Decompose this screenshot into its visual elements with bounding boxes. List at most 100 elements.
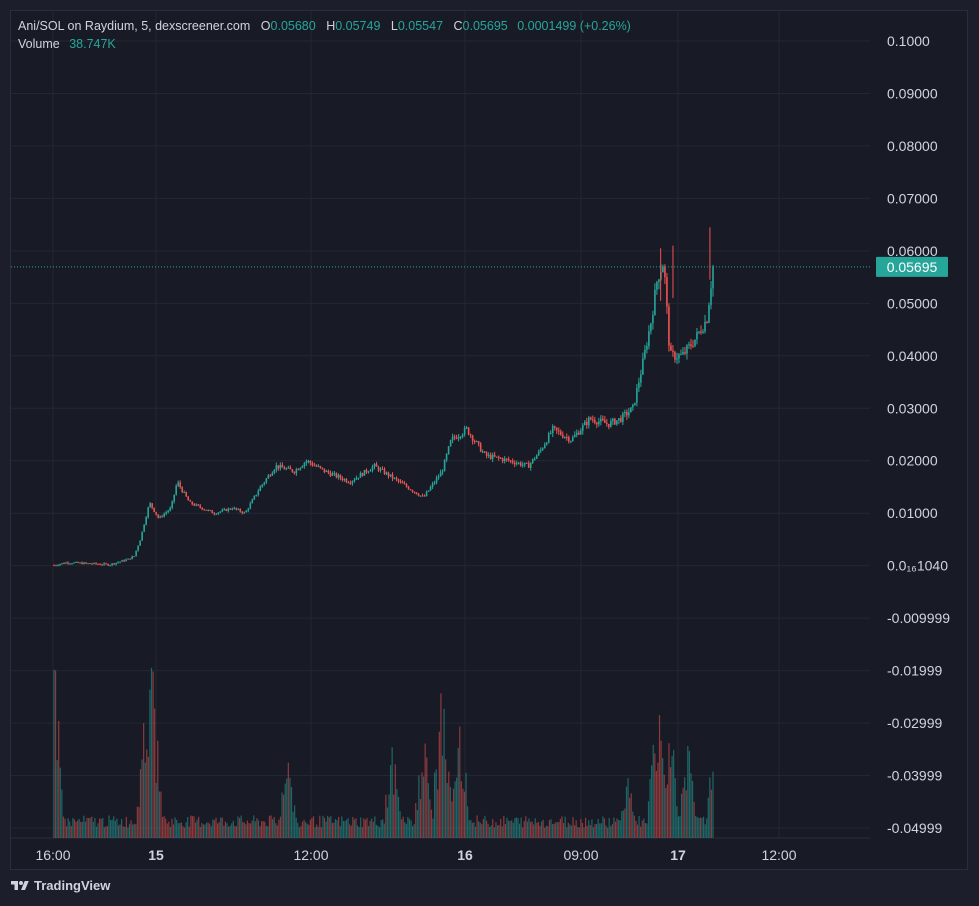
volume-bar: [172, 824, 175, 838]
candle-body: [175, 485, 177, 495]
volume-bar: [273, 816, 275, 838]
volume-bar: [666, 784, 668, 838]
volume-bar: [166, 823, 168, 838]
volume-bar: [581, 822, 584, 838]
volume-bar: [512, 822, 514, 838]
candle-body: [253, 495, 256, 500]
candle-body: [575, 432, 578, 435]
volume-bar: [569, 824, 571, 838]
candle-body: [503, 458, 506, 462]
candle-body: [702, 331, 704, 333]
volume-bar: [229, 825, 231, 838]
candle-body: [507, 459, 510, 461]
volume-bar: [105, 826, 107, 838]
candle-body: [275, 465, 278, 470]
volume-bar: [100, 818, 102, 838]
candle-body: [269, 475, 272, 477]
candle-body: [425, 491, 428, 497]
volume-bar: [407, 816, 409, 838]
price-tick-label: -0.009999: [887, 610, 950, 626]
candle-body: [692, 346, 694, 348]
volume-bar: [610, 826, 612, 838]
volume-bar: [445, 759, 447, 838]
candle-body: [706, 321, 708, 323]
candle-body: [479, 443, 482, 452]
volume-bar: [224, 821, 227, 838]
volume-bar: [185, 822, 187, 838]
time-tick-label: 12:00: [761, 847, 796, 863]
chart-pane[interactable]: [10, 10, 968, 870]
candle-body: [561, 434, 564, 438]
tradingview-attribution[interactable]: TradingView: [10, 878, 110, 893]
candle-body: [333, 473, 336, 475]
candle-body: [513, 462, 516, 465]
volume-bar: [704, 824, 706, 838]
volume-bar: [314, 827, 316, 838]
volume-bar: [345, 819, 348, 838]
candle-body: [305, 461, 308, 464]
candle-body: [121, 560, 123, 562]
last-price-label: 0.05695: [887, 259, 938, 275]
volume-bar: [284, 783, 286, 838]
volume-bar: [360, 817, 362, 838]
candle-body: [519, 462, 522, 466]
volume-bar: [163, 816, 165, 838]
volume-bar: [389, 765, 392, 838]
volume-bar: [251, 820, 253, 838]
volume-bar: [684, 777, 686, 838]
candle-body: [571, 437, 574, 442]
candle-body: [602, 418, 604, 421]
candle-body: [411, 490, 414, 492]
candle-body: [173, 494, 175, 502]
candle-body: [215, 513, 218, 515]
candle-body: [590, 417, 592, 420]
volume-bar: [286, 778, 288, 838]
price-tick-label: 0.02000: [887, 453, 938, 469]
candle-body: [289, 467, 292, 470]
candle-body: [315, 465, 318, 467]
candle-body: [598, 421, 600, 425]
candle-body: [557, 430, 560, 432]
volume-bar: [119, 824, 121, 838]
candle-body: [517, 462, 520, 464]
volume-bar: [671, 756, 673, 838]
candle-body: [523, 462, 526, 465]
volume-bar: [248, 823, 250, 838]
volume-bar: [446, 782, 448, 838]
candle-body: [71, 563, 73, 565]
volume-bar: [377, 825, 379, 838]
candle-body: [331, 473, 334, 476]
candle-body: [415, 492, 418, 495]
volume-bar: [194, 822, 197, 838]
volume-bar: [707, 797, 709, 838]
candle-body: [481, 451, 484, 453]
candle-body: [87, 563, 89, 565]
volume-bar: [65, 826, 68, 838]
volume-bar: [276, 825, 278, 838]
candle-body: [525, 462, 528, 464]
volume-bar: [361, 827, 363, 838]
volume-bar: [121, 819, 123, 838]
candle-body: [577, 432, 580, 435]
volume-bar: [117, 825, 120, 838]
volume-bar: [303, 819, 305, 838]
volume-bar: [353, 819, 356, 838]
change-value: 0.0001499 (+0.26%): [517, 19, 631, 33]
candle-body: [455, 437, 458, 439]
volume-bar: [278, 819, 280, 838]
candle-body: [443, 459, 446, 472]
candle-body: [664, 266, 666, 278]
volume-bar: [400, 819, 403, 838]
volume-bar: [89, 817, 91, 838]
volume-bar: [454, 781, 456, 838]
candle-body: [377, 466, 380, 471]
candle-body: [325, 470, 328, 472]
price-tick-label: 0.03000: [887, 400, 938, 416]
candle-body: [383, 469, 386, 475]
volume-bar: [616, 818, 618, 838]
candle-body: [688, 344, 690, 346]
candle-body: [545, 442, 548, 445]
volume-bar: [232, 820, 234, 838]
candle-body: [600, 418, 602, 422]
